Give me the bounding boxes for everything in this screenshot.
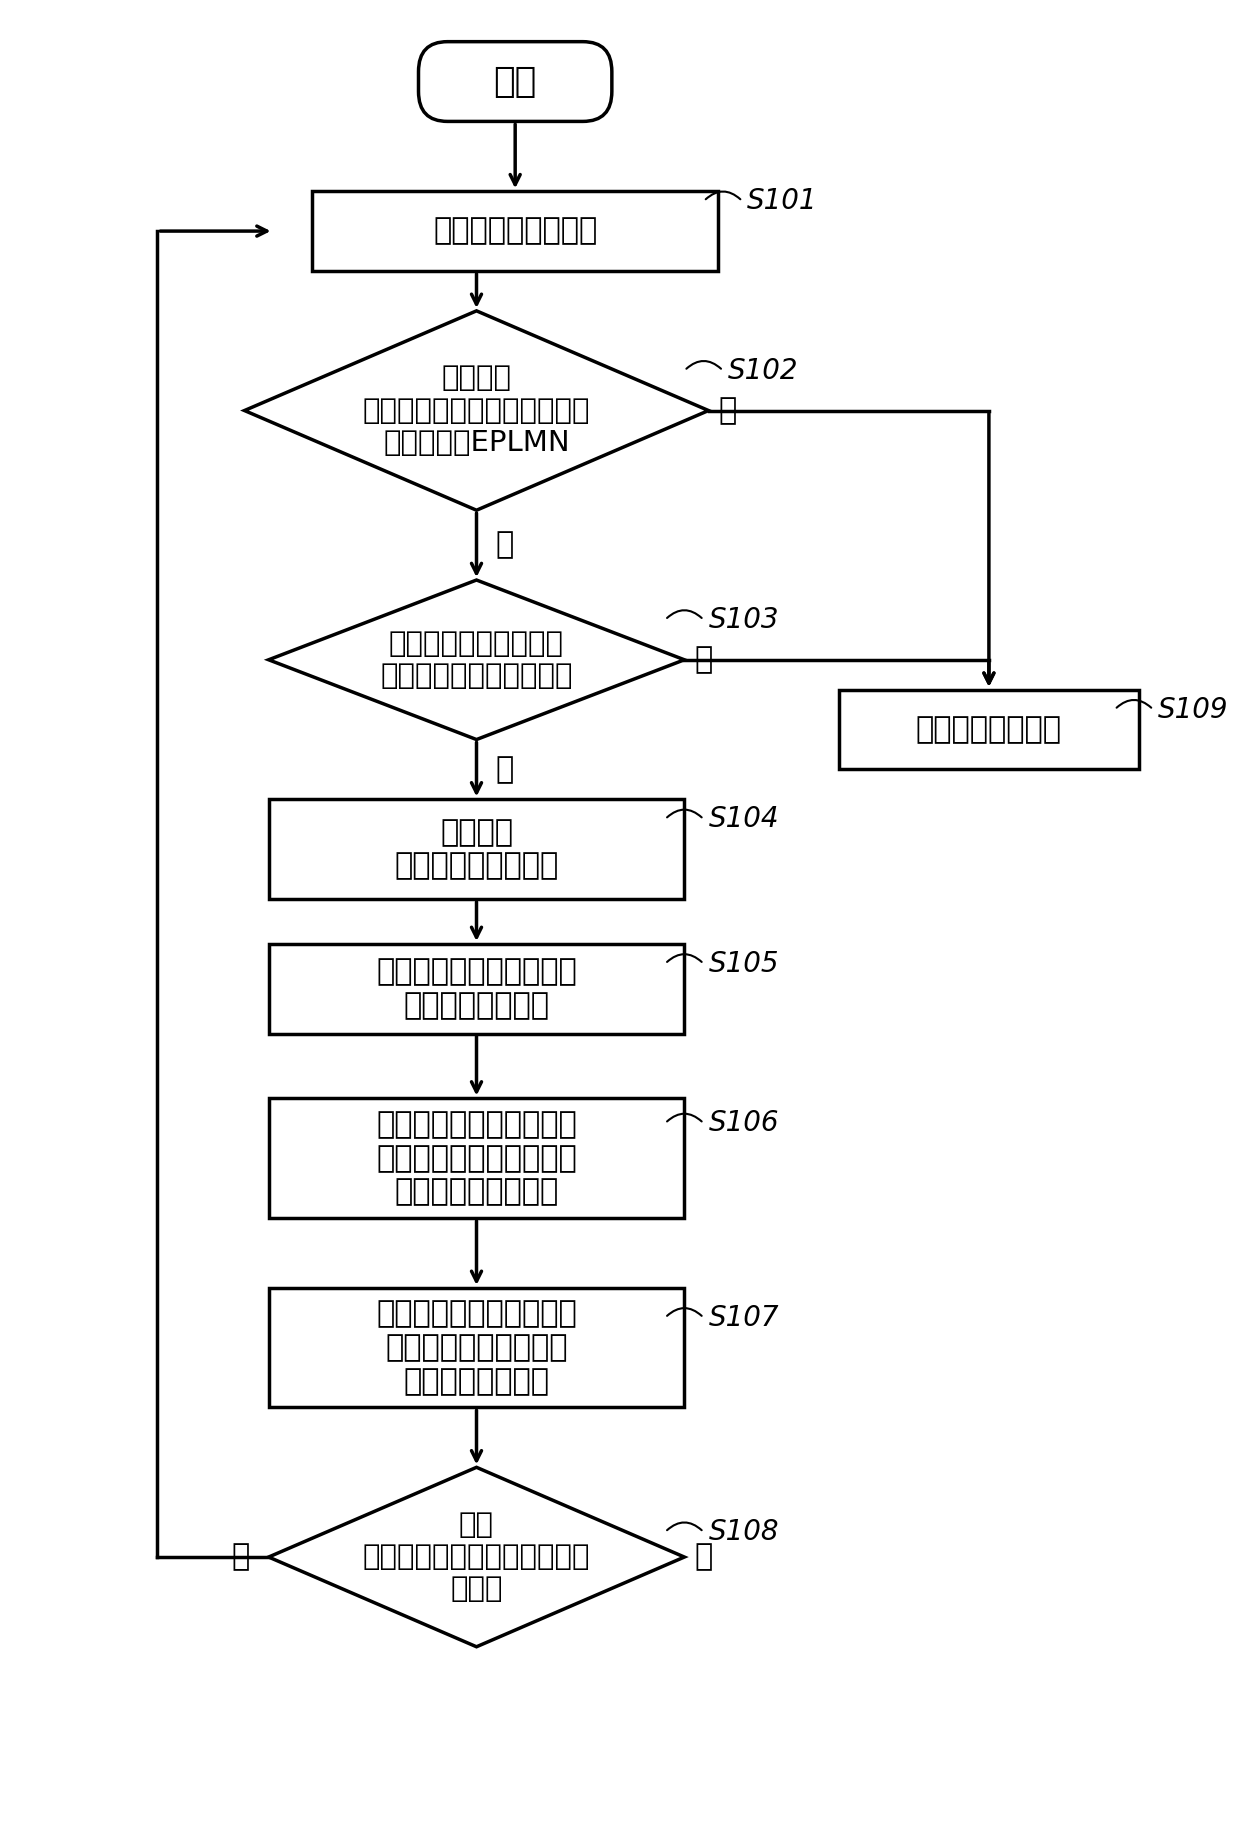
Bar [312,192,718,271]
Text: S104: S104 [708,805,779,834]
Text: 是: 是 [496,530,515,560]
Text: 是: 是 [231,1542,249,1571]
Polygon shape [244,311,708,510]
Text: 否: 否 [694,1542,712,1571]
Text: S109: S109 [1158,695,1229,724]
Text: 将高优先级用户标识卡所
驻留小区的小区参数配给
低优先级用户标识卡: 将高优先级用户标识卡所 驻留小区的小区参数配给 低优先级用户标识卡 [376,1110,577,1207]
Text: S101: S101 [748,187,817,216]
Text: 执行高优先级的用户标识
卡的小区驻留过程: 执行高优先级的用户标识 卡的小区驻留过程 [376,957,577,1021]
Text: 获取用户标识卡信息: 获取用户标识卡信息 [433,216,598,245]
Bar [269,1288,684,1408]
Text: S108: S108 [708,1518,779,1546]
Text: 判断
用户标识卡驻留的小区是否发
生变化: 判断 用户标识卡驻留的小区是否发 生变化 [363,1511,590,1604]
Bar [839,690,1138,770]
Text: 判断两张
用户标识卡是否属于同一运营
商或者属于EPLMN: 判断两张 用户标识卡是否属于同一运营 商或者属于EPLMN [363,364,590,457]
Bar [269,944,684,1033]
Text: S105: S105 [708,949,779,979]
Polygon shape [269,1467,684,1646]
Text: 判断两张用户标识卡要
驻留的接入技术是否相同: 判断两张用户标识卡要 驻留的接入技术是否相同 [381,629,573,690]
Text: 区分两张
用户标识卡的优先级: 区分两张 用户标识卡的优先级 [394,818,559,880]
Text: S102: S102 [728,357,799,384]
Text: 监听同一个广播信道和同
一个寻呼信道的信息，
维护一套邻区列表: 监听同一个广播信道和同 一个寻呼信道的信息， 维护一套邻区列表 [376,1300,577,1396]
Bar [269,799,684,900]
Text: S103: S103 [708,605,779,635]
Text: S106: S106 [708,1110,779,1138]
Text: 是: 是 [496,755,515,785]
Bar [269,1099,684,1218]
Polygon shape [269,580,684,739]
Text: 开始: 开始 [494,64,537,99]
FancyBboxPatch shape [418,42,611,121]
Text: 否: 否 [718,397,737,424]
Text: S107: S107 [708,1304,779,1332]
Text: 根据现有技术处理: 根据现有技术处理 [916,715,1061,744]
Text: 否: 否 [694,646,712,675]
